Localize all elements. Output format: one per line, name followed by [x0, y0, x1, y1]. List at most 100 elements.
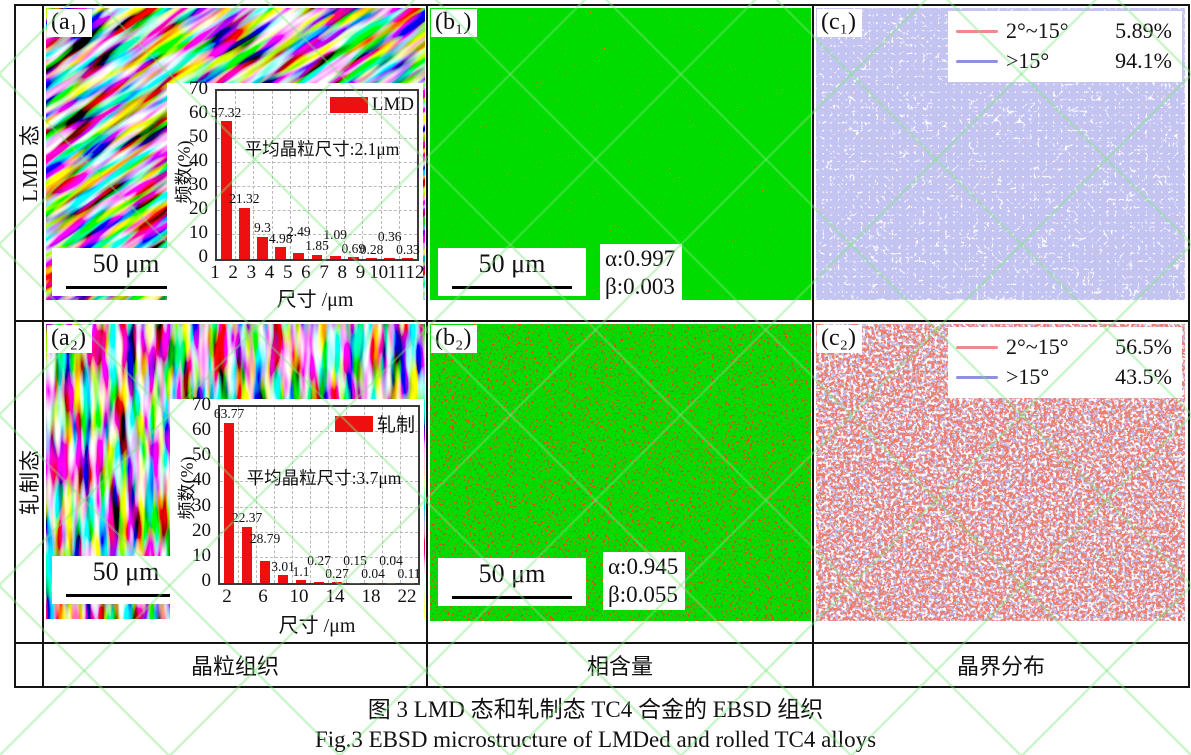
bar	[257, 236, 268, 259]
legend-label: 轧制	[376, 415, 415, 436]
low-angle-line-swatch	[956, 29, 998, 33]
alpha-fraction: α:0.997	[605, 246, 676, 271]
x-tick: 2	[222, 586, 232, 607]
bar	[366, 258, 377, 259]
grain-size-chart-lmd: 频数(%) 0 10 20 30 40 50 60 70 LMD 平均晶粒尺寸:2.1μm 5…	[167, 79, 425, 311]
x-axis-ticks: 1 2 3 4 5 6 7 8 9 10 11 12	[210, 261, 424, 283]
bar-value-label: 4.98	[268, 230, 293, 246]
gridline-v	[238, 407, 239, 583]
x-axis-ticks: 2 6 10 14 18 22	[218, 585, 416, 607]
bar	[311, 254, 323, 259]
y-tick: 60	[192, 419, 211, 441]
x-tick: 10	[369, 262, 389, 283]
x-tick: 6	[258, 586, 268, 607]
x-tick: 8	[337, 262, 348, 283]
y-tick: 10	[192, 544, 211, 566]
x-tick: 11	[387, 262, 406, 283]
scale-bar-b1: 50 μm	[438, 248, 586, 296]
low-angle-percent: 56.5%	[1115, 334, 1172, 359]
bar-value-label: 1.1	[292, 563, 310, 579]
bar	[329, 256, 341, 259]
scale-bar-line	[66, 594, 186, 597]
y-tick: 0	[198, 246, 209, 267]
x-tick: 12	[405, 262, 425, 283]
x-tick: 9	[355, 262, 366, 283]
y-tick: 40	[192, 469, 211, 491]
gridline-v	[292, 407, 293, 583]
scale-bar-line	[452, 286, 572, 289]
x-tick: 2	[228, 262, 238, 283]
panel-a2-grain-map-rolled: (a₂) 50 μm 频数(%) 0 10 20 30 40 50 60 70 轧制 平均晶粒…	[44, 322, 428, 644]
bar-value-label: 0.11	[397, 566, 421, 582]
panel-c2-boundary-map-rolled: (c₂) 2°~15° 56.5% >15° 43.5%	[814, 322, 1188, 644]
bar	[313, 582, 325, 583]
legend-label: LMD	[371, 94, 414, 115]
y-tick: 40	[189, 150, 208, 171]
gridline-v	[256, 407, 257, 583]
footer-phase-content: 相含量	[428, 644, 814, 686]
x-tick: 14	[325, 586, 345, 607]
gridline-v	[274, 407, 275, 583]
high-angle-percent: 94.1%	[1115, 48, 1172, 73]
high-angle-line-swatch	[956, 59, 998, 63]
low-angle-percent: 5.89%	[1115, 18, 1172, 43]
y-axis-ticks: 0 10 20 30 40 50 60 70	[170, 395, 216, 590]
bar-value-label: 63.77	[213, 406, 245, 422]
scale-bar-label: 50 μm	[92, 249, 160, 278]
bar-value-label: 0.04	[361, 566, 385, 582]
grain-size-chart-rolled: 频数(%) 0 10 20 30 40 50 60 70 轧制 平均晶粒尺寸:3.7μm 63…	[170, 395, 424, 641]
gridline-v	[362, 91, 364, 259]
caption-chinese: 图 3 LMD 态和轧制态 TC4 合金的 EBSD 组织	[367, 697, 824, 722]
row-header-lmd: LMD 态	[16, 6, 44, 322]
panel-tag-c2: (c₂)	[817, 325, 863, 353]
bar-value-label: 1.09	[323, 226, 347, 242]
scale-bar-label: 50 μm	[92, 557, 160, 586]
y-tick: 50	[192, 444, 211, 466]
panel-c1-boundary-map-lmd: (c₁) 2°~15° 5.89% >15° 94.1%	[814, 6, 1188, 322]
bar-value-label: 0.36	[377, 228, 402, 244]
high-angle-label: >15°	[1006, 48, 1050, 73]
y-tick: 30	[192, 494, 211, 516]
high-angle-line-swatch	[956, 375, 998, 379]
bar-value-label: 0.27	[307, 552, 331, 568]
y-tick: 20	[192, 519, 211, 541]
x-tick: 18	[361, 586, 381, 607]
high-angle-percent: 43.5%	[1115, 364, 1172, 389]
scale-bar-b2: 50 μm	[438, 558, 586, 606]
bar-value-label: 57.32	[210, 104, 242, 120]
panel-tag-a1: (a₁)	[47, 9, 93, 37]
chart-plot-area: 轧制 平均晶粒尺寸:3.7μm 63.77 22.37 28.79 3.01 1.1 0.…	[214, 405, 421, 585]
misorientation-legend-c2: 2°~15° 56.5% >15° 43.5%	[948, 327, 1182, 398]
gridline-h	[220, 506, 418, 508]
panel-a1-grain-map-lmd: (a₁) 50 μm 频数(%) 0 10 20 30 40 50 60 70 LMD 平均晶…	[44, 6, 428, 322]
bar	[238, 207, 250, 259]
panel-tag-b1: (b₁)	[431, 9, 478, 37]
x-tick: 10	[289, 586, 309, 607]
low-angle-line-swatch	[956, 345, 998, 349]
legend-swatch	[329, 97, 368, 113]
panel-tag-c1: (c₁)	[817, 9, 863, 37]
caption-english: Fig.3 EBSD microstructure of LMDed and r…	[314, 726, 877, 752]
legend-row-high-angle: >15° 94.1%	[956, 46, 1172, 76]
footer-spacer-cell	[16, 644, 44, 686]
y-tick: 10	[189, 222, 208, 243]
bar	[384, 258, 396, 259]
chart-plot-area: LMD 平均晶粒尺寸:2.1μm 57.32 21.32 9.3 4.98 2.49 1.…	[211, 89, 420, 261]
bar	[295, 580, 307, 583]
y-tick: 0	[201, 570, 212, 591]
misorientation-legend-c1: 2°~15° 5.89% >15° 94.1%	[948, 11, 1182, 82]
bar	[347, 257, 359, 259]
x-tick: 22	[397, 586, 417, 607]
legend-swatch	[334, 415, 373, 432]
bar	[223, 422, 235, 583]
x-tick: 3	[246, 262, 257, 283]
scale-bar-line	[66, 286, 186, 289]
footer-grain-structure: 晶粒组织	[44, 644, 428, 686]
bar-value-label: 0.15	[343, 553, 367, 569]
y-tick: 70	[192, 394, 211, 415]
bar	[293, 253, 305, 259]
mean-grain-size-annotation: 平均晶粒尺寸:3.7μm	[246, 468, 402, 489]
x-tick: 7	[319, 262, 329, 283]
figure-table: LMD 态 (a₁) 50 μm 频数(%) 0 10 20 30 40 50 60 70 L…	[14, 4, 1190, 688]
gridline-h	[217, 186, 417, 187]
